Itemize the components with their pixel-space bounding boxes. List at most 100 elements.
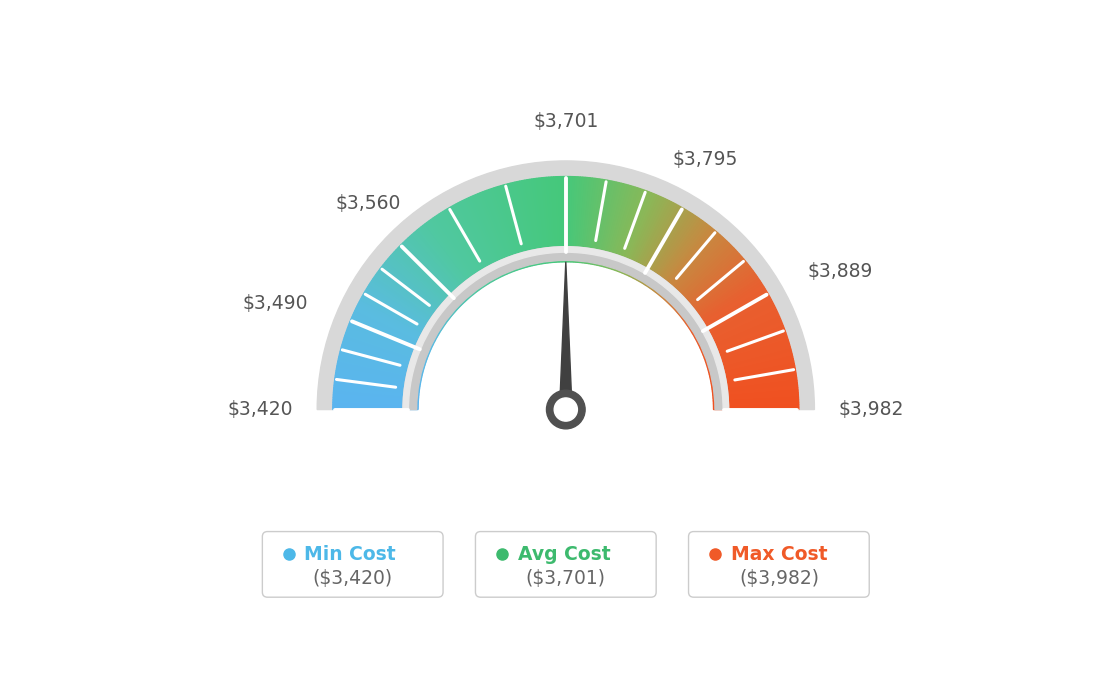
Wedge shape — [463, 200, 501, 277]
Wedge shape — [339, 356, 422, 377]
Wedge shape — [357, 306, 434, 345]
Wedge shape — [458, 202, 499, 279]
Wedge shape — [332, 407, 418, 410]
Text: Max Cost: Max Cost — [731, 545, 827, 564]
Wedge shape — [713, 395, 798, 402]
Wedge shape — [699, 308, 776, 346]
Wedge shape — [675, 252, 739, 310]
Wedge shape — [522, 180, 540, 264]
Wedge shape — [638, 206, 682, 282]
Wedge shape — [575, 177, 583, 262]
Wedge shape — [652, 221, 704, 291]
Text: Avg Cost: Avg Cost — [518, 545, 611, 564]
Wedge shape — [401, 243, 463, 305]
Wedge shape — [397, 246, 460, 307]
Wedge shape — [338, 361, 422, 380]
Wedge shape — [344, 335, 426, 364]
Wedge shape — [335, 375, 420, 389]
Wedge shape — [645, 213, 692, 286]
Wedge shape — [576, 177, 585, 262]
Wedge shape — [604, 184, 628, 267]
Wedge shape — [317, 161, 815, 410]
Wedge shape — [508, 184, 531, 266]
Wedge shape — [599, 183, 622, 266]
Wedge shape — [707, 337, 788, 365]
Wedge shape — [680, 261, 747, 317]
Wedge shape — [333, 402, 418, 406]
Wedge shape — [583, 178, 595, 263]
Wedge shape — [667, 239, 728, 303]
Wedge shape — [510, 183, 532, 266]
Wedge shape — [549, 177, 556, 262]
Wedge shape — [512, 182, 533, 266]
Wedge shape — [613, 189, 643, 270]
Wedge shape — [412, 233, 469, 299]
Wedge shape — [503, 184, 528, 267]
Wedge shape — [711, 368, 796, 385]
Wedge shape — [608, 186, 636, 268]
Wedge shape — [662, 233, 720, 299]
Wedge shape — [700, 313, 778, 349]
Wedge shape — [654, 222, 707, 292]
Wedge shape — [581, 178, 593, 263]
Text: $3,490: $3,490 — [243, 294, 308, 313]
Wedge shape — [415, 230, 471, 297]
Text: $3,795: $3,795 — [672, 150, 739, 168]
Wedge shape — [348, 324, 428, 357]
Wedge shape — [687, 275, 757, 325]
Wedge shape — [339, 354, 423, 376]
Wedge shape — [537, 178, 549, 263]
Wedge shape — [349, 322, 429, 355]
Wedge shape — [383, 263, 450, 318]
Wedge shape — [690, 283, 763, 331]
Wedge shape — [561, 177, 564, 262]
Wedge shape — [355, 308, 433, 346]
Wedge shape — [678, 257, 744, 314]
Wedge shape — [705, 333, 787, 362]
Wedge shape — [710, 356, 793, 377]
Wedge shape — [384, 261, 452, 317]
Wedge shape — [641, 209, 687, 283]
Wedge shape — [474, 195, 509, 274]
Wedge shape — [365, 289, 439, 335]
Wedge shape — [386, 259, 453, 315]
Wedge shape — [456, 203, 498, 279]
Wedge shape — [643, 210, 689, 284]
Wedge shape — [332, 404, 418, 408]
Wedge shape — [428, 219, 480, 290]
Wedge shape — [661, 232, 718, 297]
Wedge shape — [712, 383, 797, 394]
Wedge shape — [431, 218, 481, 289]
Wedge shape — [591, 180, 607, 264]
Wedge shape — [615, 190, 645, 270]
Wedge shape — [346, 331, 427, 361]
Wedge shape — [487, 190, 517, 270]
Wedge shape — [713, 393, 798, 400]
Wedge shape — [693, 291, 767, 335]
Wedge shape — [607, 186, 633, 268]
Wedge shape — [336, 368, 421, 385]
Wedge shape — [681, 263, 749, 318]
Wedge shape — [390, 255, 455, 313]
Wedge shape — [708, 344, 790, 370]
Wedge shape — [467, 198, 505, 276]
Wedge shape — [480, 192, 513, 272]
Wedge shape — [335, 380, 420, 393]
Wedge shape — [711, 371, 796, 386]
Wedge shape — [659, 228, 714, 296]
Wedge shape — [655, 224, 709, 293]
Wedge shape — [357, 304, 434, 344]
Wedge shape — [703, 326, 784, 358]
Wedge shape — [636, 204, 678, 280]
Wedge shape — [499, 186, 524, 268]
Wedge shape — [333, 395, 418, 402]
Wedge shape — [337, 366, 421, 384]
Wedge shape — [333, 397, 418, 404]
Wedge shape — [496, 186, 523, 268]
Wedge shape — [410, 235, 468, 299]
Wedge shape — [571, 177, 575, 262]
Wedge shape — [396, 248, 459, 308]
Wedge shape — [335, 378, 420, 391]
FancyBboxPatch shape — [689, 531, 869, 598]
Wedge shape — [443, 210, 489, 284]
